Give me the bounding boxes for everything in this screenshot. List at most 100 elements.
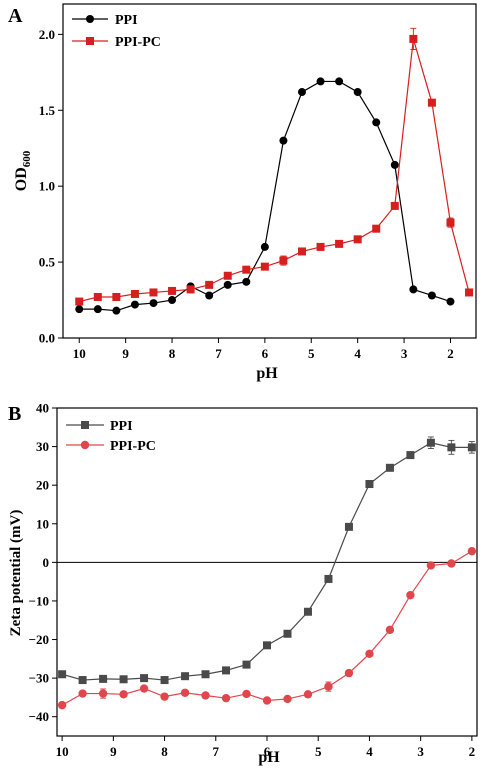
panel-b-y-tick-label: 10 [36, 516, 49, 531]
panel-a-series-ppipc-point [112, 293, 121, 302]
panel-a-series-ppi-point [130, 300, 139, 309]
panel-b-y-axis-label: Zeta potential (mV) [8, 510, 24, 637]
panel-a-series-ppi-point [409, 285, 418, 294]
panel-a-series-ppipc-point [93, 293, 102, 302]
panel-a-axes: 10 9 8 7 6 5 4 3 2 0.0 0.5 1.0 1.5 2.0 [39, 27, 454, 361]
panel-b-series-layer [57, 436, 477, 710]
panel-a-x-tick-label: 2 [447, 346, 454, 361]
panel-a-series-ppipc-point [205, 280, 214, 289]
panel-a-x-tick-label: 7 [215, 346, 222, 361]
panel-b-y-tick-label: −40 [29, 709, 49, 724]
panel-a-plot-frame [62, 3, 477, 339]
panel-b-series-ppi-point [263, 641, 271, 650]
panel-b-series-ppipc-point [365, 649, 374, 659]
panel-a-x-tick-label: 10 [73, 346, 86, 361]
panel-b-series-ppi-point [385, 463, 394, 472]
legend-a-ppipc-label: PPI-PC [115, 35, 161, 50]
panel-b-series-ppi-point [181, 672, 190, 681]
panel-a-series-ppi-point [223, 280, 232, 289]
panel-b-y-tick-label: 40 [36, 401, 49, 416]
panel-a-series-ppipc-point [279, 256, 288, 265]
panel-b-series-ppi-point [201, 670, 210, 679]
panel-a-series-ppipc-point [223, 271, 232, 280]
panel-b-series-ppipc-point [221, 693, 231, 703]
panel-a-y-tick-label: 2.0 [39, 27, 55, 42]
panel-b-x-axis-label: pH [258, 749, 280, 766]
panel-a-series-ppipc [75, 27, 474, 306]
panel-a-y-axis-label-sub: 600 [21, 150, 33, 167]
panel-a-series-layer [75, 27, 474, 315]
panel-a-series-ppipc-point [316, 242, 325, 251]
panel-b-series-ppi-point [344, 522, 353, 531]
panel-b-series-ppi-point [160, 676, 169, 685]
panel-a-y-tick-label: 0.0 [39, 331, 55, 346]
chart-panel-a: A 10 9 8 7 6 5 4 3 2 0.0 0.5 1.0 1.5 2.0 pH OD600 PPI… [8, 3, 477, 382]
panel-b-series-ppi-point [283, 629, 292, 638]
panel-b-series-ppipc-point [242, 689, 251, 699]
panel-a-x-tick-label: 6 [262, 346, 269, 361]
panel-b-x-tick-label: 10 [56, 744, 69, 759]
panel-a-series-ppi-point [242, 277, 251, 286]
panel-b-series-ppi-point [447, 443, 456, 452]
panel-a-y-axis-label-main: OD [13, 167, 30, 191]
panel-a-series-ppi-point [427, 291, 436, 300]
panel-b-x-tick-label: 2 [469, 744, 476, 759]
panel-a-series-ppi-point [279, 136, 288, 145]
panel-a-y-tick-label: 1.0 [39, 179, 55, 194]
chart-panel-b: B 10 9 8 7 6 5 4 3 2 −40 −30 −20 −10 0 10 20 30 40 pH Zet… [8, 401, 478, 766]
panel-b-y-tick-label: −30 [29, 671, 49, 686]
legend-a-ppipc-marker [86, 37, 94, 45]
panel-b-x-tick-label: 6 [264, 744, 271, 759]
panel-b-y-tick-label: 0 [43, 555, 50, 570]
panel-label-a: A [8, 5, 23, 27]
panel-a-x-tick-label: 9 [122, 346, 129, 361]
panel-b-series-ppipc-point [283, 694, 292, 704]
panel-b-series-ppipc-point [201, 691, 210, 700]
panel-b-series-ppipc-point [344, 668, 354, 678]
legend-b-ppipc-marker [80, 440, 90, 450]
panel-a-series-ppipc-point [446, 218, 455, 227]
panel-a-series-ppipc-point [465, 288, 474, 297]
panel-b-series-ppipc-point [406, 590, 415, 600]
panel-a-series-ppi-point [168, 296, 177, 305]
panel-a-series-ppi-line [79, 80, 451, 312]
panel-b-series-ppi-point [140, 674, 149, 683]
panel-b-y-tick-label: −10 [29, 593, 49, 608]
panel-a-series-ppipc-point [297, 247, 306, 256]
panel-b-series-ppi-point [426, 438, 435, 447]
panel-b-x-tick-label: 7 [213, 744, 220, 759]
panel-a-series-ppipc-point [168, 286, 177, 295]
panel-a-y-axis-label: OD600 [13, 150, 33, 191]
panel-b-series-ppipc-point [98, 689, 108, 698]
panel-a-series-ppi-point [353, 88, 362, 97]
panel-a-series-ppipc-point [390, 201, 399, 210]
panel-a-series-ppipc-line [79, 38, 470, 303]
panel-b-series-ppi-point [242, 660, 251, 669]
panel-a-series-ppipc-point [130, 289, 139, 298]
panel-b-x-tick-label: 4 [366, 744, 373, 759]
panel-a-x-tick-label: 4 [354, 346, 361, 361]
panel-a-series-ppi-point [112, 306, 121, 315]
panel-a-series-ppi-point [446, 297, 455, 306]
panel-a-series-ppi-point [260, 242, 269, 251]
panel-b-series-ppipc-point [467, 546, 477, 556]
legend-b-ppi-label: PPI [110, 419, 133, 434]
legend-a-ppi-label: PPI [115, 13, 138, 28]
panel-b-y-tick-label: −20 [29, 632, 49, 647]
panel-a-series-ppi-point [205, 291, 214, 300]
panel-a-y-tick-label: 0.5 [39, 255, 56, 270]
panel-a-series-ppi-point [316, 77, 325, 86]
panel-b-series-ppi-point [303, 607, 312, 616]
panel-b-series-ppipc-point [262, 696, 272, 705]
panel-b-series-ppipc-point [303, 690, 313, 699]
panel-b-series-ppipc-point [180, 688, 190, 697]
panel-a-x-tick-label: 3 [401, 346, 408, 361]
panel-b-series-ppi-point [365, 480, 374, 489]
panel-b-series-ppipc-point [447, 559, 456, 568]
panel-b-series-ppipc-point [78, 689, 87, 698]
panel-a-legend: PPI PPI-PC [72, 13, 161, 50]
panel-a-y-tick-label: 1.5 [39, 103, 56, 118]
panel-a-series-ppi-point [75, 305, 84, 314]
panel-b-series-ppipc-point [426, 561, 436, 570]
